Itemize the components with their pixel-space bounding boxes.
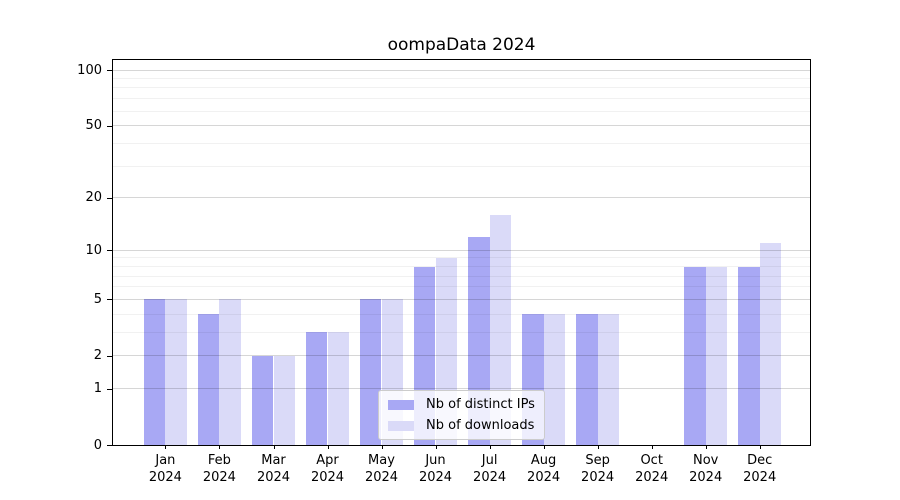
plot-area: Nb of distinct IPs Nb of downloads [112,59,811,446]
legend-label-nb-of-downloads: Nb of downloads [426,418,535,433]
legend-label-nb-of-distinct-ips: Nb of distinct IPs [426,397,535,412]
x-tick-year-may: 2024 [364,470,399,485]
x-tick-year-jul: 2024 [473,470,507,485]
bar-nb-of-downloads-jul [489,214,512,445]
bar-nb-of-distinct-ips-mar [251,355,274,445]
y-tick-label-20: 20 [85,190,102,206]
x-tick-month-jul: Jul [481,453,498,468]
x-tick-month-jun: Jun [425,453,446,468]
bar-nb-of-distinct-ips-apr [305,332,328,445]
x-tick-label-apr: Apr 2024 [296,452,360,486]
x-tick-label-nov: Nov 2024 [674,452,738,486]
x-tick-month-sep: Sep [585,453,610,468]
y-tick-label-1: 1 [93,381,102,397]
x-tick-year-jun: 2024 [418,470,453,485]
bar-nb-of-downloads-nov [705,266,728,445]
x-tick-label-dec: Dec 2024 [728,452,792,486]
legend-item-nb-of-downloads: Nb of downloads [388,416,535,435]
x-tick-label-oct: Oct 2024 [620,452,684,486]
x-tick-label-aug: Aug 2024 [512,452,576,486]
x-tick-month-may: May [368,453,395,468]
x-tick-year-feb: 2024 [202,470,236,485]
x-tick-year-jan: 2024 [148,470,182,485]
bar-nb-of-distinct-ips-jan [143,299,166,445]
legend: Nb of distinct IPs Nb of downloads [378,390,545,440]
y-tick-label-10: 10 [85,242,102,258]
bar-nb-of-downloads-aug [543,314,566,445]
x-tick-month-mar: Mar [261,453,286,468]
bar-nb-of-distinct-ips-nov [684,266,706,445]
x-tick-year-dec: 2024 [743,470,777,485]
x-tick-year-oct: 2024 [635,470,669,485]
bar-nb-of-downloads-dec [759,243,782,445]
bar-nb-of-downloads-apr [327,332,350,445]
legend-item-nb-of-distinct-ips: Nb of distinct IPs [388,395,535,414]
bar-nb-of-downloads-mar [273,355,296,445]
x-tick-month-aug: Aug [530,453,557,468]
bar-nb-of-downloads-sep [597,314,620,445]
bar-nb-of-downloads-jan [165,299,187,445]
legend-swatch-nb-of-distinct-ips [388,399,414,410]
legend-swatch-nb-of-downloads [388,420,414,431]
chart-title: oompaData 2024 [387,35,536,55]
bar-nb-of-distinct-ips-may [359,299,382,445]
x-tick-year-nov: 2024 [689,470,723,485]
y-tick-label-2: 2 [93,348,102,364]
bars-layer [113,60,810,445]
x-tick-month-apr: Apr [316,453,339,468]
x-tick-label-jan: Jan 2024 [133,452,197,486]
x-tick-year-apr: 2024 [310,470,345,485]
x-tick-month-dec: Dec [747,453,773,468]
x-tick-month-feb: Feb [207,453,231,468]
x-tick-label-sep: Sep 2024 [566,452,630,486]
x-tick-month-jan: Jan [155,453,176,468]
y-tick-label-5: 5 [93,291,102,307]
y-tick-label-0: 0 [93,437,102,453]
bar-nb-of-distinct-ips-dec [738,266,760,445]
x-tick-label-jun: Jun 2024 [404,452,468,486]
x-tick-year-aug: 2024 [527,470,561,485]
x-tick-month-nov: Nov [693,453,719,468]
y-tick-label-50: 50 [85,118,102,133]
bar-nb-of-distinct-ips-feb [197,314,220,445]
x-tick-label-may: May 2024 [350,452,414,486]
x-tick-month-oct: Oct [640,453,663,468]
bar-nb-of-downloads-feb [219,299,241,445]
x-tick-year-mar: 2024 [256,470,291,485]
y-tick-label-100: 100 [77,62,102,78]
x-tick-label-mar: Mar 2024 [242,452,306,486]
bar-nb-of-distinct-ips-sep [576,314,598,445]
x-tick-label-jul: Jul 2024 [458,452,522,486]
x-tick-year-sep: 2024 [581,470,615,485]
x-tick-label-feb: Feb 2024 [187,452,251,486]
